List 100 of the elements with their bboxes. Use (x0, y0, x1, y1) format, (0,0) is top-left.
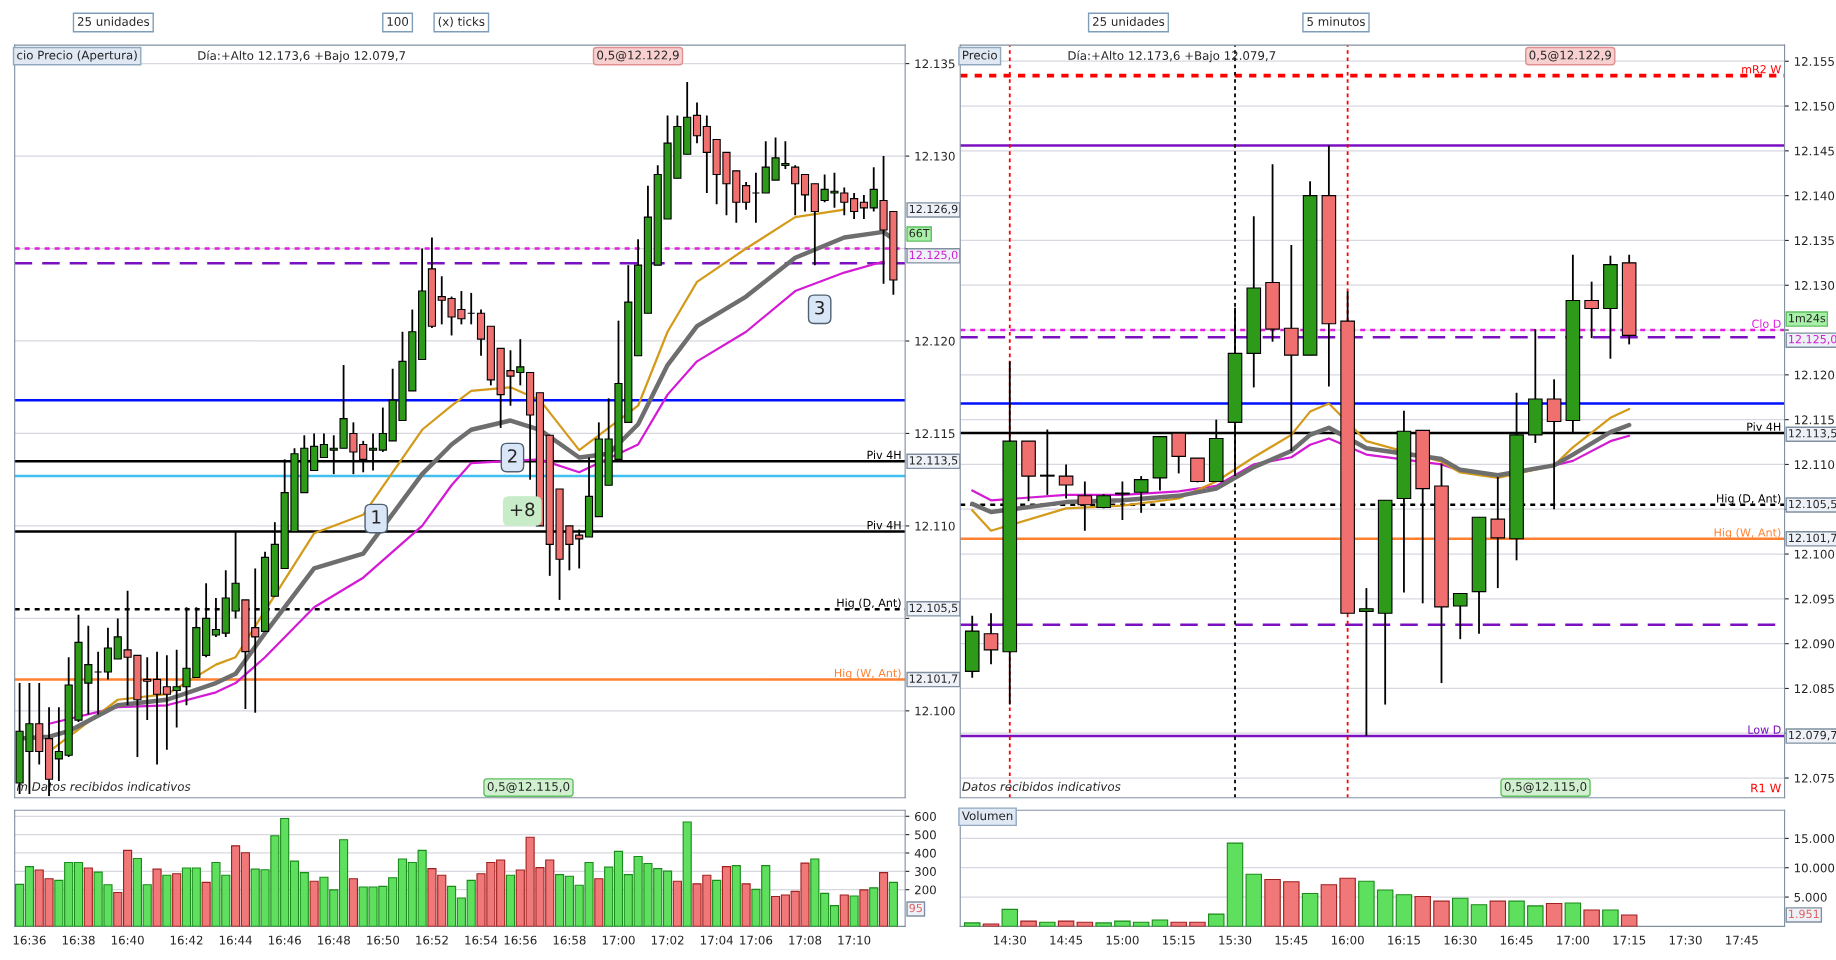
text: 95 (909, 903, 922, 913)
bar (1376, 889, 1394, 927)
candlestick (1452, 592, 1468, 641)
bar (1283, 881, 1300, 927)
annotation: 0,5@12.122,9 (597, 50, 679, 62)
candlestick (1058, 463, 1074, 500)
ref-line-label: Piv 4H (867, 450, 901, 459)
annotation: 3 (815, 300, 824, 315)
candlestick (859, 194, 869, 220)
chart-title: cio Precio (Apertura) (17, 50, 137, 62)
y-tick-label: 5.000 (1794, 892, 1827, 902)
candlestick (850, 192, 859, 220)
x-tick-label: 16:52 (416, 935, 448, 945)
y-tick-label: 12.130 (915, 151, 955, 161)
x-tick-label: 15:15 (1162, 935, 1195, 945)
y-tick-label: 15.000 (1794, 834, 1835, 844)
ref-line-label: Clo D (1752, 319, 1781, 328)
bar (982, 923, 1000, 927)
y-tick-label: 500 (915, 830, 936, 840)
ref-line-label: Hig (W, Ant) (1714, 528, 1781, 539)
chart-title: Volumen (961, 811, 1013, 821)
bar (869, 887, 879, 927)
y-tick-label: 12.135 (1794, 236, 1834, 246)
annotation: R1 W (1751, 783, 1781, 793)
text: 25 unidades (1092, 16, 1165, 26)
bar (878, 872, 889, 927)
text: 1.951 (1789, 909, 1819, 919)
x-tick-label: 16:38 (62, 935, 95, 945)
bar (1620, 914, 1638, 927)
annotation: +8 (510, 502, 535, 517)
ref-line-label: Piv 4H (867, 520, 901, 530)
bar (1208, 913, 1225, 927)
text: 12.101,7 (909, 674, 958, 684)
x-tick-label: 17:15 (1613, 935, 1646, 945)
annotation: 0,5@12.122,9 (1529, 50, 1611, 62)
y-tick-label: 12.110 (1794, 460, 1835, 470)
bar (721, 866, 732, 927)
bar (1339, 877, 1356, 927)
x-tick-label: 16:56 (504, 935, 537, 945)
bar (1114, 920, 1131, 927)
bar (1470, 904, 1488, 927)
ref-line-label: Hig (D, Ant) (837, 598, 901, 610)
bar (1489, 900, 1507, 927)
text: 12.113,5 (1789, 429, 1836, 439)
bar (152, 868, 162, 927)
x-tick-label: 16:50 (367, 935, 400, 945)
chart-title: Precio (963, 50, 997, 60)
text: 12.125,0 (1789, 334, 1836, 345)
x-tick-label: 16:44 (219, 935, 252, 945)
bar (1602, 909, 1619, 927)
x-tick-label: 17:02 (651, 935, 684, 945)
candlestick (1584, 280, 1599, 340)
ref-line-label: Low D (1748, 725, 1781, 734)
x-tick-label: 15:00 (1106, 935, 1139, 945)
x-tick-label: 15:30 (1219, 935, 1252, 945)
x-tick-label: 14:45 (1050, 935, 1083, 945)
bar (1320, 884, 1338, 927)
x-tick-label: 17:08 (789, 935, 822, 945)
y-tick-label: 12.135 (915, 59, 955, 69)
text: 1m24s (1789, 313, 1826, 323)
bar (1583, 909, 1600, 927)
text: 12.079,7 (1789, 730, 1836, 741)
x-tick-label: 17:10 (838, 935, 871, 945)
y-tick-label: 12.085 (1794, 684, 1834, 694)
ref-line-label: Hig (D, Ant) (1717, 494, 1781, 505)
y-tick-label: 12.150 (1794, 101, 1835, 111)
bar (839, 894, 849, 927)
y-tick-label: 400 (914, 848, 936, 858)
bar (505, 874, 516, 927)
ref-line-label: Hig (W, Ant) (834, 668, 901, 680)
x-tick-label: 16:46 (268, 935, 301, 945)
y-tick-label: 12.120 (1794, 370, 1835, 380)
bar (162, 874, 172, 927)
bar (1414, 895, 1431, 927)
x-tick-label: 16:15 (1388, 935, 1420, 945)
x-tick-label: 16:40 (111, 935, 144, 945)
text: 12.105,5 (909, 603, 958, 614)
x-tick-label: 17:45 (1726, 935, 1758, 945)
y-tick-label: 12.130 (1794, 280, 1835, 290)
bar (348, 878, 358, 927)
bar (712, 879, 722, 927)
y-tick-label: 300 (915, 867, 936, 876)
x-tick-label: 17:30 (1669, 935, 1702, 945)
candlestick (319, 432, 329, 459)
bar (849, 895, 859, 927)
y-tick-label: 12.110 (915, 521, 955, 531)
text: 12.105,5 (1789, 499, 1836, 510)
bar (1245, 873, 1263, 927)
annotation: Datos recibidos indicativos (962, 781, 1121, 791)
candlestick (791, 164, 800, 217)
text: 66T (909, 228, 930, 238)
y-tick-label: 12.075 (1794, 773, 1834, 783)
y-tick-label: 12.145 (1794, 146, 1834, 156)
annotation: 0,5@12.115,0 (1504, 782, 1587, 793)
x-tick-label: 16:42 (170, 935, 203, 945)
y-tick-label: 10.000 (1794, 863, 1835, 873)
bar (1452, 897, 1469, 927)
text: (x) ticks (438, 16, 485, 28)
x-tick-label: 16:54 (465, 935, 498, 945)
text: 12.125,0 (909, 250, 958, 261)
